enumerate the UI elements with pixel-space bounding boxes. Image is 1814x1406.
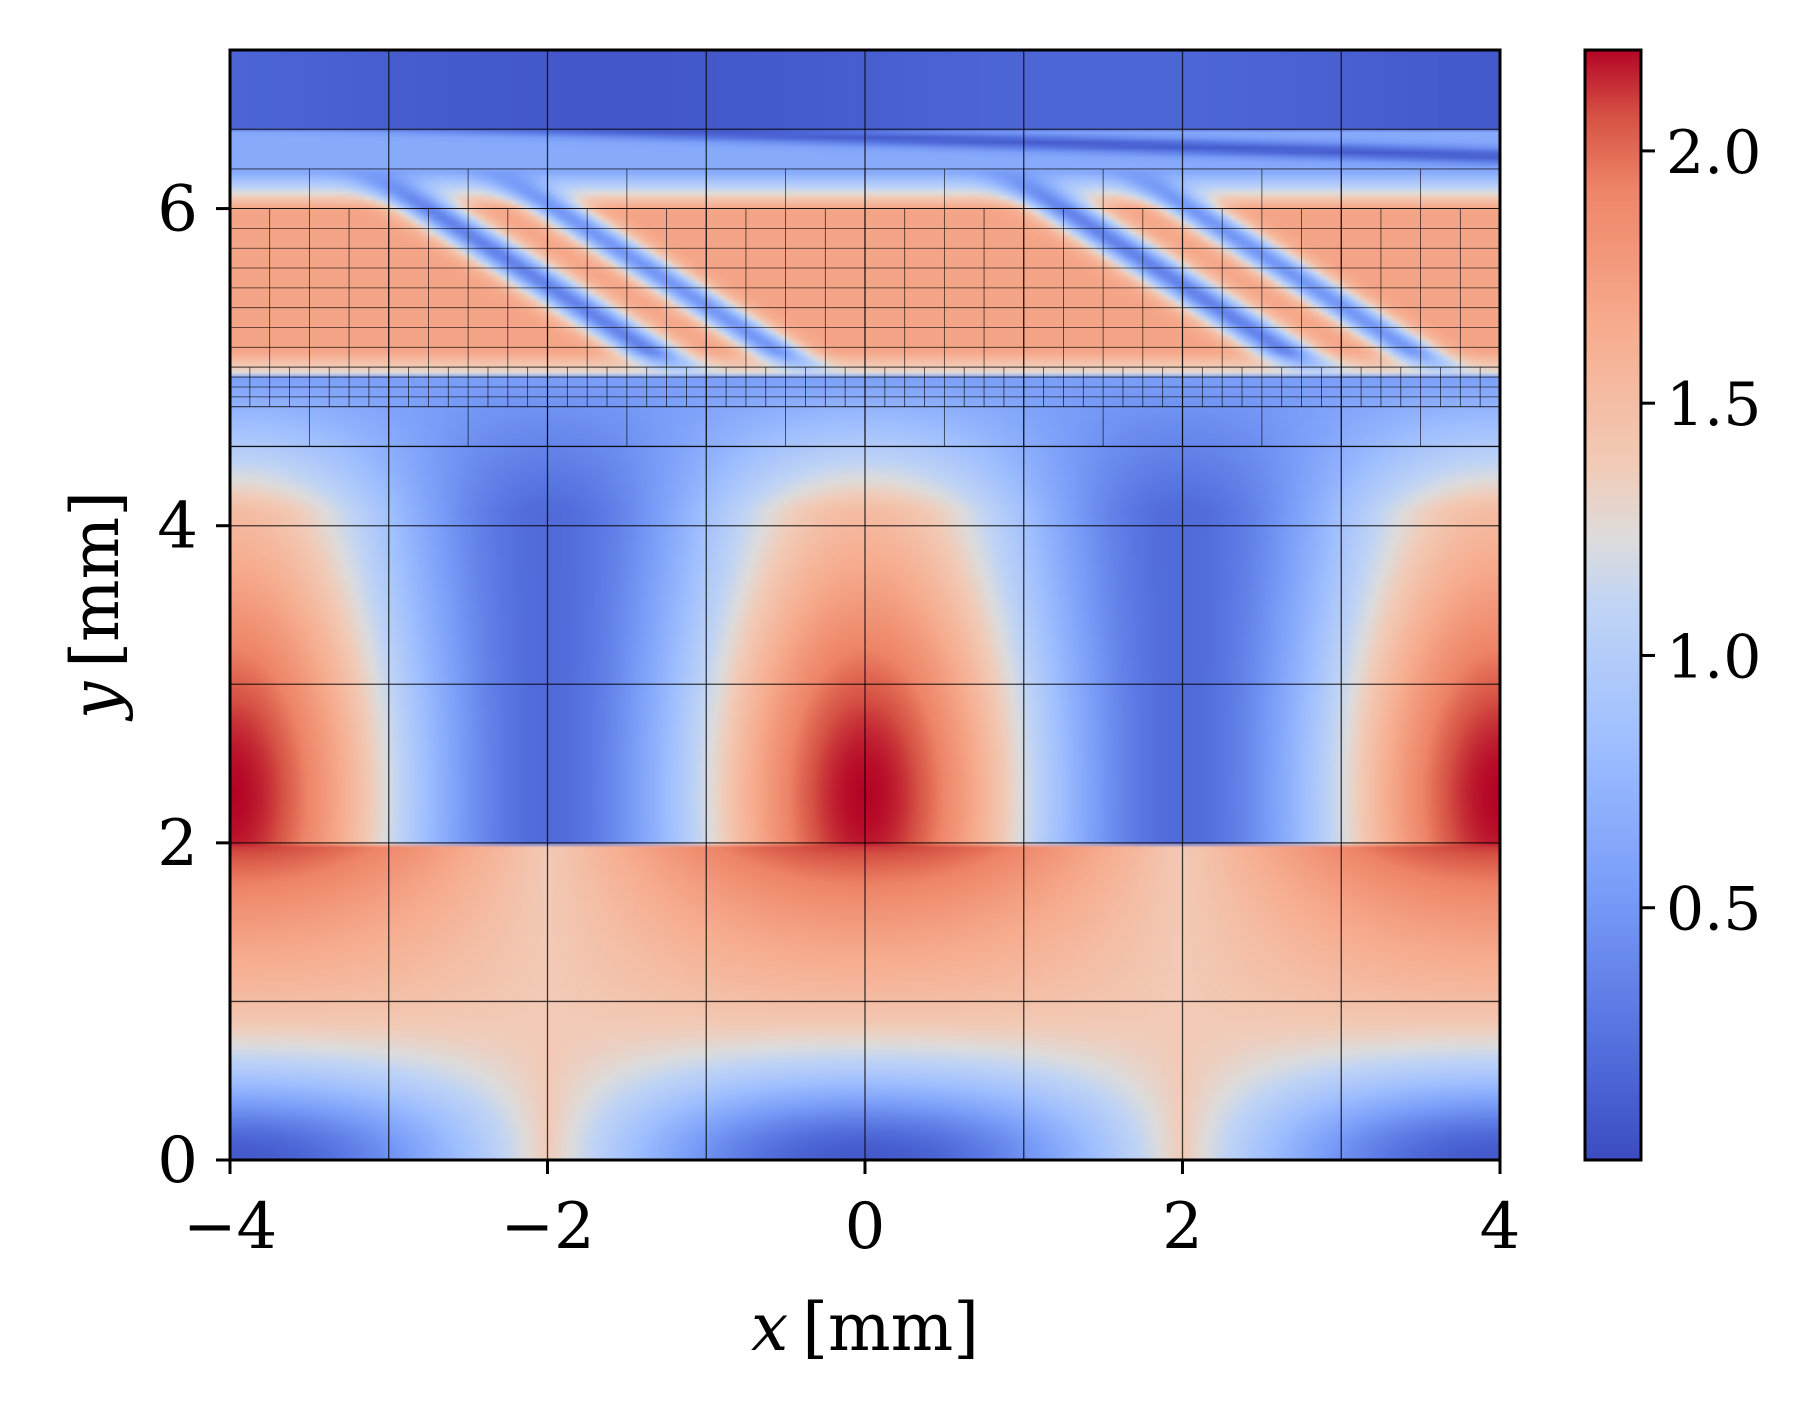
x-tick-label: −4 (183, 1190, 277, 1264)
y-axis-title: y[mm] (57, 491, 134, 722)
x-tick-label: −2 (500, 1190, 594, 1264)
y-tick-label: 0 (157, 1124, 198, 1198)
mesh-grid (230, 50, 1500, 1160)
colorbar-tick-label: 1.0 (1666, 622, 1761, 692)
x-axis-title: x [mm] (751, 1289, 979, 1366)
x-tick-label: 2 (1162, 1190, 1203, 1264)
colorbar (1583, 48, 1643, 1162)
y-tick-label: 6 (157, 173, 198, 247)
colorbar-tick-label: 1.5 (1666, 370, 1761, 440)
y-tick-label: 4 (157, 490, 198, 564)
y-axis: 0 2 4 6 (157, 173, 230, 1198)
colorbar-tick-label: 0.5 (1666, 875, 1761, 945)
x-tick-label: 4 (1480, 1190, 1521, 1264)
x-tick-label: 0 (845, 1190, 886, 1264)
colorbar-tick-label: 2.0 (1666, 118, 1761, 188)
colorbar-axis: 0.5 1.0 1.5 2.0 (1641, 118, 1761, 945)
x-axis: −4 −2 0 2 4 (183, 1160, 1521, 1264)
y-tick-label: 2 (157, 807, 198, 881)
